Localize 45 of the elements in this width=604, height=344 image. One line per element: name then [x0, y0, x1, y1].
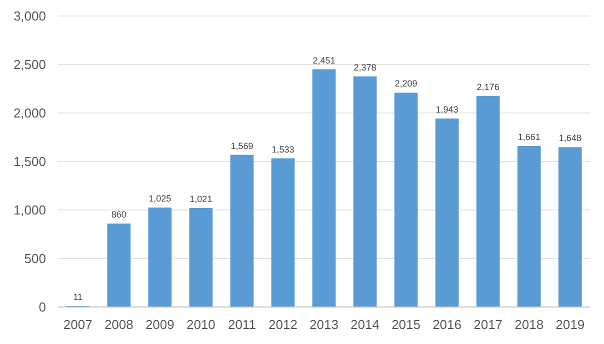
x-tick-label: 2011: [228, 317, 256, 332]
y-tick-label: 500: [24, 251, 46, 266]
data-label: 2,451: [312, 55, 336, 66]
y-tick-label: 2,500: [13, 57, 46, 72]
x-tick-label: 2017: [474, 317, 503, 332]
data-label: 1,648: [558, 133, 582, 144]
bar: [271, 158, 295, 307]
bar: [312, 69, 336, 307]
x-tick-label: 2015: [392, 317, 420, 332]
data-label: 860: [111, 210, 126, 220]
y-tick-label: 2,000: [13, 106, 46, 120]
x-tick-label: 2014: [350, 317, 380, 332]
x-tick-label: 2008: [104, 317, 134, 332]
data-label: 1,569: [230, 140, 254, 151]
y-tick-label: 1,500: [13, 154, 46, 169]
bar: [476, 96, 500, 307]
y-tick-label: 0: [38, 300, 46, 314]
data-label: 1,025: [148, 194, 172, 204]
y-tick-label: 3,000: [13, 8, 46, 24]
data-label: 1,533: [272, 144, 294, 154]
bar: [189, 208, 213, 307]
bar: [435, 118, 459, 307]
data-label: 1,943: [436, 104, 458, 115]
x-tick-label: 2010: [186, 317, 216, 332]
bar: [230, 154, 254, 307]
bar: [517, 146, 541, 307]
data-label: 2,209: [394, 78, 418, 89]
data-label: 1,661: [518, 132, 540, 142]
bar: [394, 92, 418, 307]
bar: [107, 224, 131, 307]
bar: [148, 208, 172, 307]
x-tick-label: 2009: [145, 317, 174, 332]
x-tick-label: 2013: [310, 317, 338, 332]
data-label: 2,378: [354, 62, 376, 72]
x-tick-label: 2019: [556, 317, 585, 332]
data-label: 1,021: [190, 194, 212, 204]
x-tick-label: 2007: [63, 317, 92, 332]
x-tick-label: 2016: [432, 317, 462, 332]
x-tick-label: 2018: [514, 317, 544, 332]
bar: [353, 76, 377, 307]
data-label: 2,176: [476, 82, 500, 92]
data-label: 11: [73, 292, 83, 302]
y-tick-label: 1,000: [13, 202, 46, 218]
bar: [558, 147, 582, 307]
x-tick-label: 2012: [268, 317, 298, 332]
